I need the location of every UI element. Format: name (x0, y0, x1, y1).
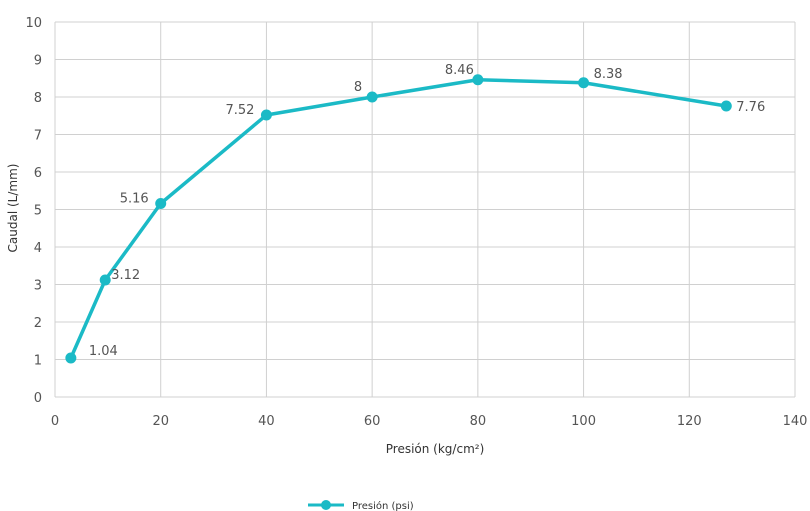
data-label: 8 (354, 80, 362, 95)
y-tick-label: 7 (34, 129, 42, 144)
legend-label: Presión (psi) (352, 500, 414, 511)
legend[interactable]: Presión (psi) (308, 500, 414, 511)
y-tick-label: 3 (34, 279, 42, 294)
x-axis-ticks: 0 20 40 60 80 100 120 140 (51, 414, 808, 429)
x-tick-label: 60 (364, 414, 381, 429)
x-axis-title: Presión (kg/cm²) (386, 442, 485, 456)
series-line (69, 78, 729, 360)
y-axis-title: Caudal (L/mm) (6, 164, 20, 253)
x-tick-label: 120 (677, 414, 702, 429)
x-tick-label: 140 (783, 414, 808, 429)
data-label: 3.12 (111, 268, 140, 283)
x-tick-label: 100 (571, 414, 596, 429)
y-tick-label: 8 (34, 91, 42, 106)
y-tick-label: 0 (34, 391, 42, 406)
data-label: 8.38 (594, 67, 623, 82)
data-point[interactable] (65, 352, 77, 364)
data-label: 5.16 (120, 192, 149, 207)
y-tick-label: 6 (34, 166, 42, 181)
data-point[interactable] (260, 109, 272, 121)
data-label: 1.04 (89, 344, 118, 359)
data-point[interactable] (720, 100, 732, 112)
x-tick-label: 80 (470, 414, 487, 429)
y-tick-label: 4 (34, 241, 42, 256)
data-label: 7.76 (736, 100, 765, 115)
data-point[interactable] (155, 198, 167, 209)
y-tick-label: 9 (34, 54, 42, 69)
y-tick-label: 10 (25, 16, 42, 31)
data-label: 8.46 (445, 63, 474, 78)
y-tick-label: 5 (34, 204, 42, 219)
x-tick-label: 0 (51, 414, 59, 429)
data-point[interactable] (472, 74, 484, 86)
legend-marker-swatch (321, 500, 331, 510)
data-point[interactable] (366, 91, 378, 103)
x-tick-label: 40 (258, 414, 275, 429)
x-tick-label: 20 (152, 414, 169, 429)
data-point[interactable] (99, 274, 111, 286)
grid-lines (54, 21, 796, 398)
y-tick-label: 2 (34, 316, 42, 331)
series-layer: 1.04 3.12 5.16 7.52 8 8.46 8.38 7.76 (65, 63, 765, 364)
y-tick-label: 1 (34, 354, 42, 369)
y-axis-ticks: 0 1 2 3 4 5 6 7 8 9 10 (25, 16, 42, 406)
data-point[interactable] (578, 77, 590, 89)
data-label: 7.52 (225, 103, 254, 118)
